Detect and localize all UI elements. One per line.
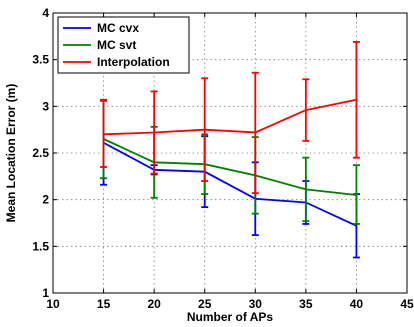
- y-tick-label: 2: [42, 193, 49, 207]
- error-bar: [352, 164, 360, 225]
- x-tick-label: 20: [147, 297, 161, 311]
- x-tick-label: 25: [198, 297, 212, 311]
- x-tick-label: 45: [400, 297, 414, 311]
- y-tick-label: 1.5: [32, 239, 49, 253]
- x-tick-label: 30: [249, 297, 263, 311]
- x-tick-label: 35: [299, 297, 313, 311]
- x-tick-label: 40: [350, 297, 364, 311]
- y-axis-title: Mean Location Error (m): [4, 84, 18, 223]
- series-layer: [100, 41, 360, 259]
- y-tick-label: 2.5: [32, 146, 49, 160]
- error-bar: [201, 77, 209, 182]
- y-tick-label: 1: [42, 286, 49, 300]
- x-tick-label: 15: [97, 297, 111, 311]
- x-tick-label: 10: [46, 297, 60, 311]
- series-line: [103, 141, 357, 227]
- legend-label: MC svt: [97, 38, 136, 52]
- series-line: [103, 98, 357, 136]
- error-bar: [302, 156, 310, 223]
- error-bar: [251, 71, 259, 195]
- axis-ticks: 10 15 20 25 30 35 40 45 1 1.5 2 2.5 3 3.5 4: [32, 6, 414, 311]
- series-0: [100, 99, 360, 259]
- series-2: [100, 41, 360, 195]
- error-bar: [150, 90, 158, 175]
- legend: MC cvx MC svt Interpolation: [57, 16, 190, 74]
- error-bar: [302, 78, 310, 142]
- error-bar: [100, 99, 108, 168]
- error-bar: [352, 41, 360, 159]
- series-line: [103, 138, 357, 196]
- y-tick-label: 3.5: [32, 53, 49, 67]
- y-tick-label: 3: [42, 99, 49, 113]
- legend-label: MC cvx: [97, 21, 139, 35]
- x-axis-title: Number of APs: [187, 310, 274, 324]
- y-tick-label: 4: [42, 6, 49, 20]
- legend-label: Interpolation: [97, 55, 170, 69]
